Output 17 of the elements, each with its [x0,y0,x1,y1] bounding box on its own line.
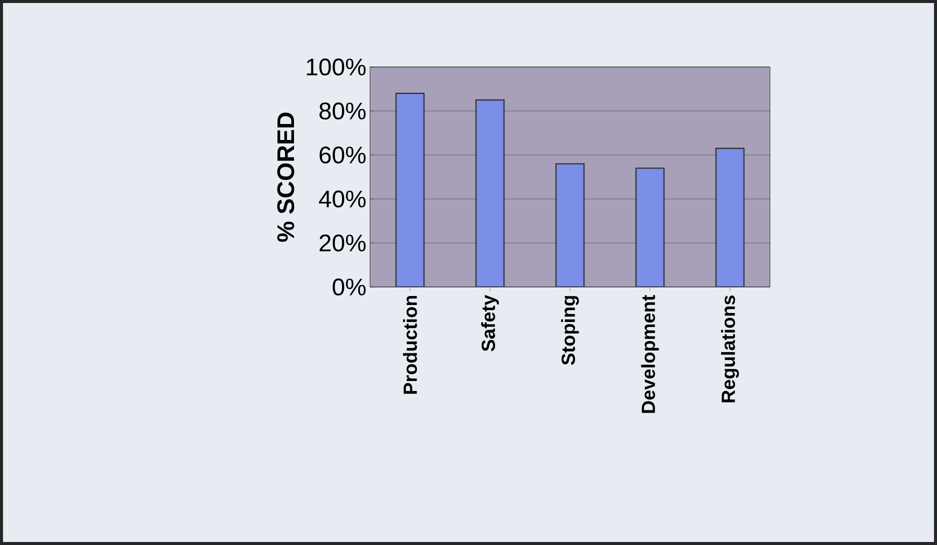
y-tick-label: 60% [320,146,366,164]
bar [635,168,665,287]
bar [475,99,505,287]
y-axis-title: % SCORED [277,112,294,242]
bar [395,92,425,287]
x-tick-label: Regulations [721,296,739,402]
bar [555,163,585,287]
x-tick-label: Production [403,296,417,394]
y-tick-label: 0% [332,278,366,296]
x-tick-label: Safety [481,294,499,352]
bar [715,148,745,287]
y-tick-label: 100% [306,58,366,76]
y-tick-label: 40% [318,190,366,208]
x-tick-label: Stoping [561,296,579,365]
x-tick-label: Development [641,295,659,413]
y-tick-label: 80% [319,102,366,120]
y-tick-label: 20% [320,234,366,252]
